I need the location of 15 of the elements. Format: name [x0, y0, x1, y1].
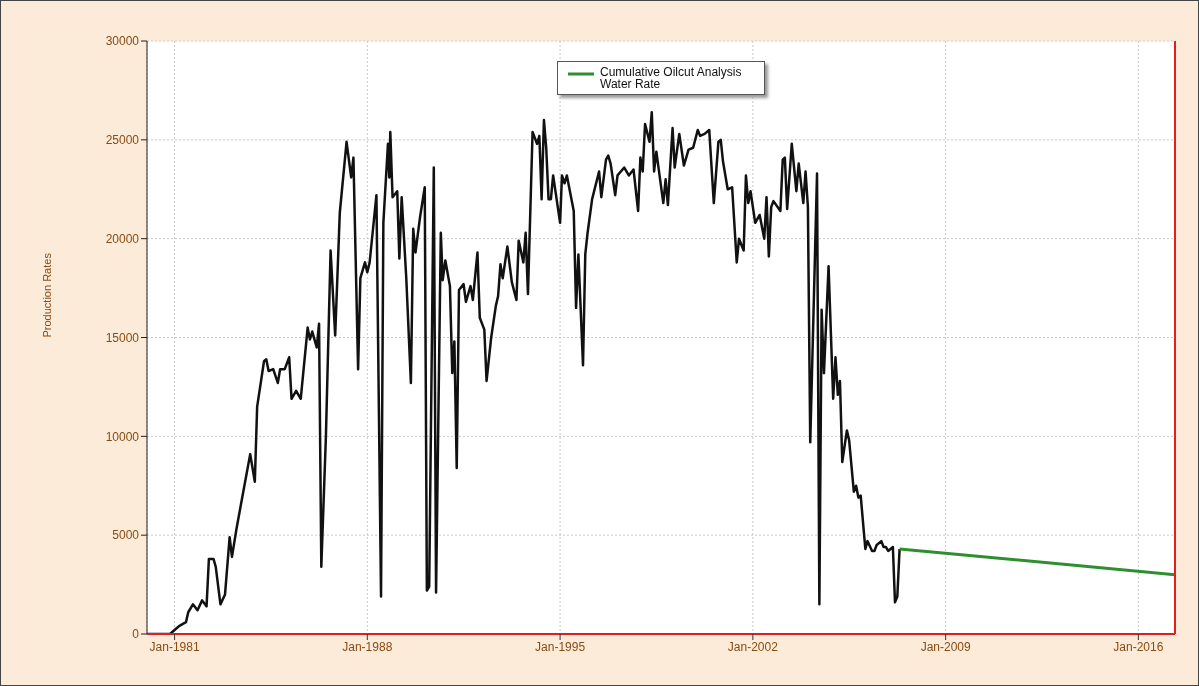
x-tick-label: Jan-2009 — [920, 639, 971, 654]
x-tick-label: Jan-2016 — [1113, 639, 1164, 654]
y-tick-label: 30000 — [105, 34, 140, 49]
x-tick-label: Jan-1995 — [535, 639, 586, 654]
x-tick-label: Jan-2002 — [727, 639, 779, 654]
y-tick-label: 5000 — [112, 528, 140, 543]
x-tick-label: Jan-1981 — [149, 639, 200, 654]
y-tick-label: 25000 — [105, 133, 140, 148]
y-tick-label: 0 — [132, 627, 140, 642]
y-tick-label: 20000 — [105, 231, 140, 246]
legend-label: Cumulative Oilcut Analysis Water Rate — [600, 65, 743, 91]
y-tick-label: 10000 — [105, 429, 140, 444]
x-tick-label: Jan-1988 — [342, 639, 393, 654]
y-axis-title: Production Rates — [40, 252, 53, 338]
y-tick-label: 15000 — [105, 330, 140, 345]
